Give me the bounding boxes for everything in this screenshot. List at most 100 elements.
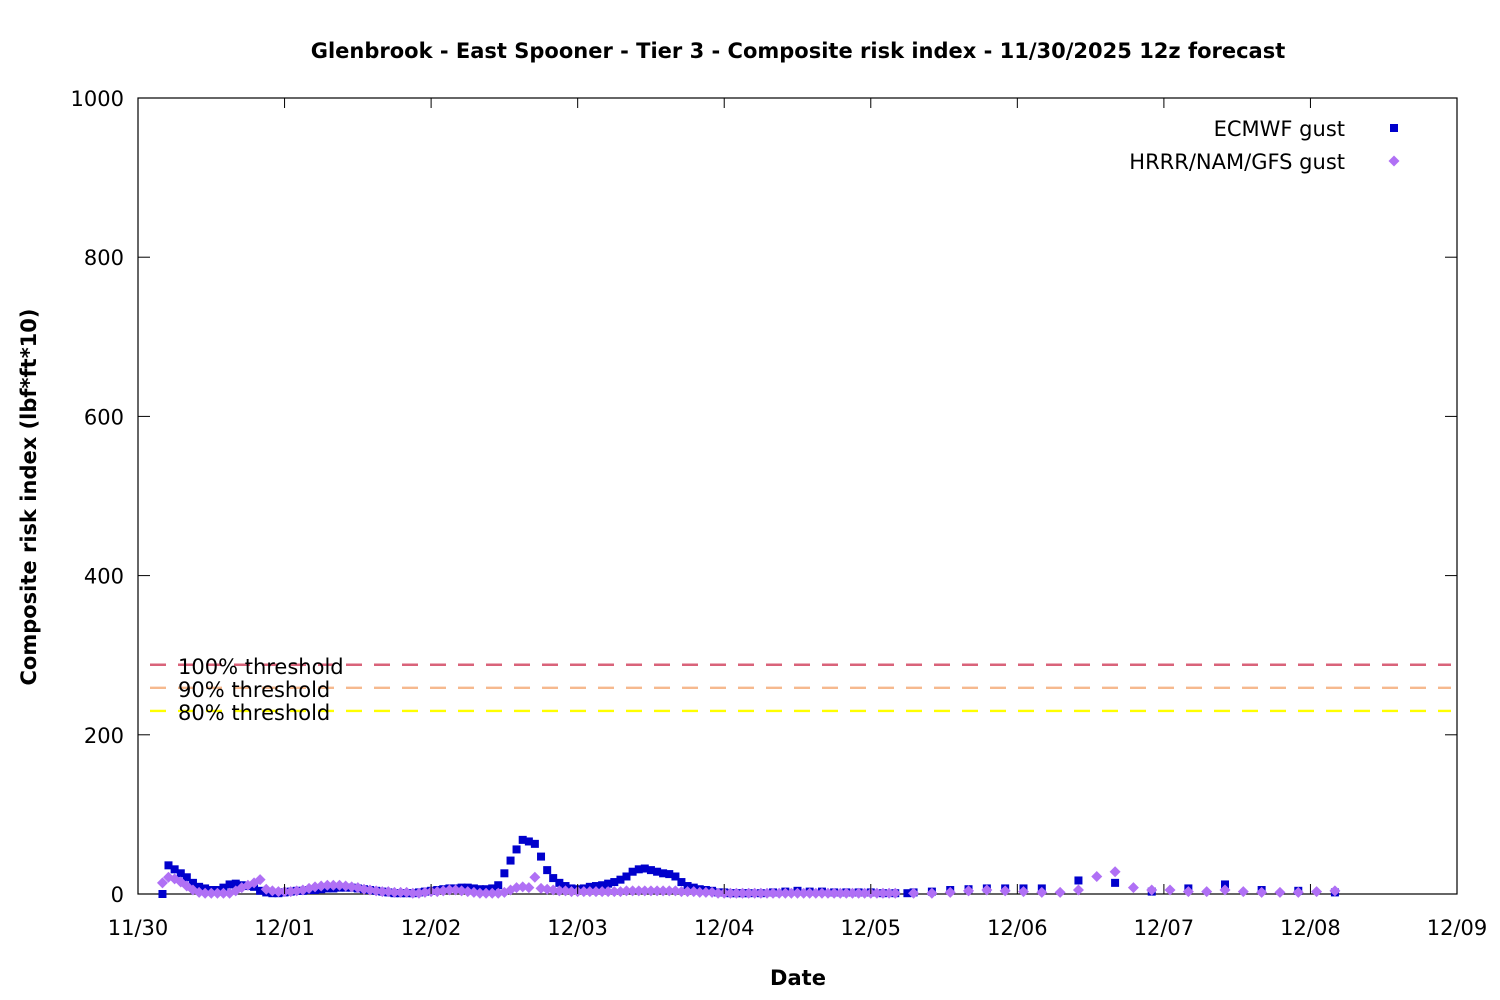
- ecmwf-point: [628, 867, 637, 876]
- y-tick-label: 1000: [71, 87, 124, 111]
- ecmwf-point: [610, 878, 619, 887]
- hrrr-point: [1292, 886, 1304, 898]
- ecmwf-point: [616, 875, 625, 884]
- hrrr-point: [645, 885, 657, 897]
- hrrr-point: [327, 879, 339, 891]
- ecmwf-point: [591, 882, 600, 891]
- hrrr-point: [505, 884, 517, 896]
- ecmwf-point: [182, 873, 191, 882]
- ecmwf-point: [524, 837, 533, 846]
- hrrr-point: [737, 887, 749, 899]
- hrrr-point: [1182, 886, 1194, 898]
- hrrr-point: [828, 887, 840, 899]
- hrrr-point: [877, 887, 889, 899]
- ecmwf-point: [543, 866, 552, 875]
- hrrr-point: [443, 884, 455, 896]
- ecmwf-point: [231, 879, 240, 888]
- ecmwf-point: [1111, 878, 1120, 887]
- hrrr-point: [1127, 882, 1139, 894]
- ecmwf-point: [683, 882, 692, 891]
- y-axis-label: Composite risk index (lbf*ft*10): [17, 308, 41, 685]
- ecmwf-point: [640, 864, 649, 873]
- hrrr-point: [785, 887, 797, 899]
- hrrr-point: [474, 887, 486, 899]
- hrrr-point: [1201, 886, 1213, 898]
- hrrr-point: [639, 885, 651, 897]
- x-tick-label: 12/08: [1280, 916, 1341, 940]
- hrrr-point: [779, 887, 791, 899]
- hrrr-point: [792, 887, 803, 899]
- hrrr-point: [822, 887, 834, 899]
- ecmwf-point: [256, 886, 265, 895]
- hrrr-point: [566, 886, 578, 898]
- hrrr-point: [529, 871, 541, 883]
- hrrr-point: [773, 887, 785, 899]
- hrrr-point: [804, 887, 816, 899]
- y-tick-label: 0: [111, 883, 124, 907]
- ecmwf-point: [604, 879, 613, 888]
- ecmwf-point: [170, 865, 179, 874]
- ecmwf-point: [646, 866, 655, 875]
- ecmwf-point: [634, 865, 643, 874]
- ecmwf-point: [1074, 876, 1083, 885]
- y-tick-label: 400: [84, 565, 124, 589]
- y-tick-label: 200: [84, 724, 124, 748]
- ecmwf-point: [164, 861, 173, 870]
- hrrr-point: [1036, 886, 1048, 898]
- hrrr-point: [859, 887, 871, 899]
- legend-label: HRRR/NAM/GFS gust: [1129, 150, 1345, 174]
- hrrr-point: [755, 887, 767, 899]
- ecmwf-point: [1221, 880, 1230, 889]
- hrrr-point: [395, 886, 407, 898]
- hrrr-point: [846, 887, 858, 899]
- hrrr-point: [407, 887, 419, 899]
- hrrr-point: [834, 887, 846, 899]
- chart-title: Glenbrook - East Spooner - Tier 3 - Comp…: [311, 39, 1286, 63]
- hrrr-point: [651, 885, 663, 897]
- x-tick-label: 12/09: [1427, 916, 1488, 940]
- plot-frame: [137, 97, 1458, 895]
- hrrr-point: [1311, 886, 1323, 898]
- hrrr-point: [871, 887, 883, 899]
- ecmwf-point: [622, 872, 631, 881]
- threshold-label: 100% threshold: [178, 655, 344, 679]
- hrrr-point: [1017, 886, 1029, 898]
- hrrr-point: [675, 886, 687, 898]
- y-tick-label: 600: [84, 405, 124, 429]
- hrrr-point: [1072, 884, 1084, 896]
- hrrr-point: [602, 886, 614, 898]
- hrrr-point: [761, 887, 773, 899]
- ecmwf-point: [512, 845, 521, 854]
- tick-layer: 11/30 12/01 12/02 12/03 12/04 12/05 12/06 12/07…: [71, 87, 1488, 940]
- hrrr-point: [1109, 866, 1121, 878]
- hrrr-point: [682, 886, 694, 898]
- ecmwf-point: [549, 874, 558, 883]
- ecmwf-point: [598, 881, 607, 890]
- hrrr-point: [205, 887, 217, 899]
- hrrr-point: [712, 887, 724, 899]
- hrrr-point: [700, 886, 712, 898]
- hrrr-point: [840, 887, 852, 899]
- legend: ECMWF gust HRRR/NAM/GFS gust: [1129, 117, 1400, 174]
- hrrr-point: [376, 886, 388, 898]
- ecmwf-point: [506, 856, 515, 865]
- hrrr-point: [596, 886, 608, 898]
- ecmwf-point: [555, 878, 564, 887]
- hrrr-point: [816, 887, 828, 899]
- hrrr-point: [486, 887, 498, 899]
- hrrr-point: [480, 887, 492, 899]
- hrrr-point: [1164, 884, 1176, 896]
- hrrr-point: [523, 882, 535, 894]
- hrrr-point: [1256, 886, 1268, 898]
- hrrr-point: [388, 886, 400, 898]
- x-tick-label: 12/01: [254, 916, 315, 940]
- ecmwf-point: [188, 878, 197, 887]
- threshold-label: 90% threshold: [178, 678, 330, 702]
- hrrr-point: [254, 874, 266, 886]
- hrrr-point: [944, 886, 956, 898]
- ecmwf-point: [158, 890, 167, 898]
- hrrr-point: [1237, 886, 1249, 898]
- hrrr-point: [767, 887, 779, 899]
- legend-marker-square: [1390, 124, 1398, 132]
